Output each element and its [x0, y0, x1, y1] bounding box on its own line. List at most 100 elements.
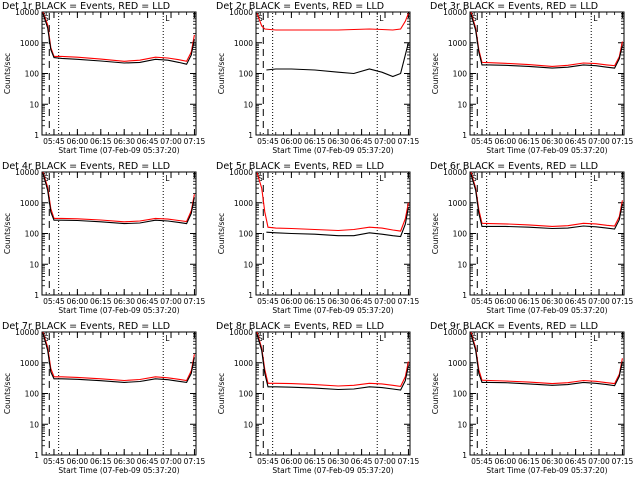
lld-series-line	[470, 332, 623, 385]
y-tick-label: 10	[29, 100, 39, 109]
plot-frame	[255, 171, 411, 296]
lld-series-line	[42, 332, 195, 382]
x-tick-label: 07:15	[612, 297, 634, 306]
x-tick-label: 07:15	[184, 137, 206, 146]
y-tick-label: 10000	[229, 8, 253, 17]
y-tick-label: 100	[453, 230, 468, 239]
plot-frame	[469, 331, 625, 456]
x-tick-label: 05:45	[471, 457, 493, 466]
x-tick-label: 05:45	[471, 137, 493, 146]
panel-title: Det 7r BLACK = Events, RED = LLD	[2, 321, 170, 332]
y-tick-label: 10	[243, 260, 253, 269]
x-tick-label: 06:00	[281, 297, 303, 306]
x-tick-label: 05:45	[43, 297, 65, 306]
x-tick-label: 06:00	[495, 457, 517, 466]
y-tick-label: 1	[248, 451, 253, 460]
y-tick-label: 10000	[229, 328, 253, 337]
y-tick-label: 10	[457, 260, 467, 269]
y-tick-label: 1000	[20, 39, 39, 48]
panel-title: Det 1r BLACK = Events, RED = LLD	[2, 1, 170, 12]
marker-label-s: S	[44, 174, 49, 183]
y-axis-label: Counts/sec	[431, 53, 440, 94]
y-axis-label: Counts/sec	[3, 53, 12, 94]
lld-series-line	[256, 13, 409, 31]
x-axis-label: Start Time (07-Feb-09 05:37:20)	[58, 466, 179, 475]
x-tick-label: 06:15	[304, 297, 326, 306]
x-tick-label: 05:45	[43, 137, 65, 146]
lld-series-line	[42, 172, 195, 223]
lld-series-line	[470, 172, 623, 227]
x-axis-label: Start Time (07-Feb-09 05:37:20)	[486, 146, 607, 155]
y-tick-label: 1	[248, 291, 253, 300]
panel-9: Det 9r BLACK = Events, RED = LLD 1 10 100 10…	[430, 321, 633, 475]
marker-label-l: L	[379, 174, 384, 183]
marker-label-s: S	[44, 334, 49, 343]
y-tick-label: 10000	[443, 328, 467, 337]
panel-title: Det 4r BLACK = Events, RED = LLD	[2, 161, 170, 172]
y-tick-label: 1000	[448, 199, 467, 208]
lld-series-line	[470, 12, 623, 67]
y-axis-label: Counts/sec	[3, 373, 12, 414]
x-tick-label: 06:15	[90, 297, 112, 306]
x-tick-label: 07:15	[398, 137, 420, 146]
panel-1: Det 1r BLACK = Events, RED = LLD 1 10 100 10…	[2, 1, 205, 155]
y-tick-label: 10	[243, 100, 253, 109]
x-tick-label: 06:45	[137, 297, 159, 306]
panel-2: Det 2r BLACK = Events, RED = LLD 1 10 100 10…	[216, 1, 419, 155]
panel-title: Det 2r BLACK = Events, RED = LLD	[216, 1, 384, 12]
panel-7: Det 7r BLACK = Events, RED = LLD 1 10 100 10…	[2, 321, 205, 475]
x-tick-label: 07:00	[374, 457, 396, 466]
x-axis-label: Start Time (07-Feb-09 05:37:20)	[58, 306, 179, 315]
x-tick-label: 07:15	[184, 297, 206, 306]
events-series-line	[266, 42, 409, 78]
marker-label-s: S	[258, 14, 263, 23]
events-series-line	[470, 174, 623, 230]
marker-label-l: L	[379, 14, 384, 23]
panel-8: Det 8r BLACK = Events, RED = LLD 1 10 100 10…	[216, 321, 419, 475]
x-tick-label: 07:15	[398, 457, 420, 466]
y-tick-label: 100	[25, 390, 40, 399]
x-tick-label: 07:00	[160, 137, 182, 146]
y-tick-label: 1000	[234, 359, 253, 368]
y-tick-label: 100	[453, 390, 468, 399]
x-tick-label: 06:15	[518, 297, 540, 306]
panel-title: Det 9r BLACK = Events, RED = LLD	[430, 321, 598, 332]
y-tick-label: 1	[34, 131, 39, 140]
x-tick-label: 06:00	[281, 137, 303, 146]
x-tick-label: 05:45	[43, 457, 65, 466]
events-series-line	[266, 207, 409, 238]
plot-frame	[41, 171, 197, 296]
x-axis-label: Start Time (07-Feb-09 05:37:20)	[486, 466, 607, 475]
y-tick-label: 10	[29, 260, 39, 269]
y-tick-label: 10000	[443, 8, 467, 17]
x-tick-label: 06:15	[90, 137, 112, 146]
y-tick-label: 100	[453, 70, 468, 79]
y-tick-label: 10000	[443, 168, 467, 177]
y-tick-label: 1	[248, 131, 253, 140]
x-axis-label: Start Time (07-Feb-09 05:37:20)	[58, 146, 179, 155]
x-tick-label: 07:00	[160, 457, 182, 466]
x-tick-label: 06:45	[351, 457, 373, 466]
x-tick-label: 06:15	[518, 137, 540, 146]
marker-label-l: L	[165, 174, 170, 183]
plot-frame	[41, 331, 197, 456]
x-tick-label: 06:30	[113, 457, 135, 466]
y-tick-label: 100	[239, 390, 254, 399]
plot-frame	[469, 171, 625, 296]
x-tick-label: 06:30	[541, 137, 563, 146]
x-tick-label: 06:00	[67, 137, 89, 146]
x-tick-label: 06:30	[541, 297, 563, 306]
x-tick-label: 06:15	[304, 457, 326, 466]
y-tick-label: 1000	[448, 359, 467, 368]
y-tick-label: 1000	[20, 199, 39, 208]
y-tick-label: 1000	[448, 39, 467, 48]
x-tick-label: 05:45	[257, 297, 279, 306]
plot-frame	[255, 331, 411, 456]
events-series-line	[42, 333, 195, 383]
marker-label-l: L	[593, 334, 598, 343]
y-axis-label: Counts/sec	[431, 373, 440, 414]
x-axis-label: Start Time (07-Feb-09 05:37:20)	[272, 146, 393, 155]
marker-label-l: L	[379, 334, 384, 343]
x-tick-label: 06:30	[327, 137, 349, 146]
marker-label-l: L	[593, 174, 598, 183]
